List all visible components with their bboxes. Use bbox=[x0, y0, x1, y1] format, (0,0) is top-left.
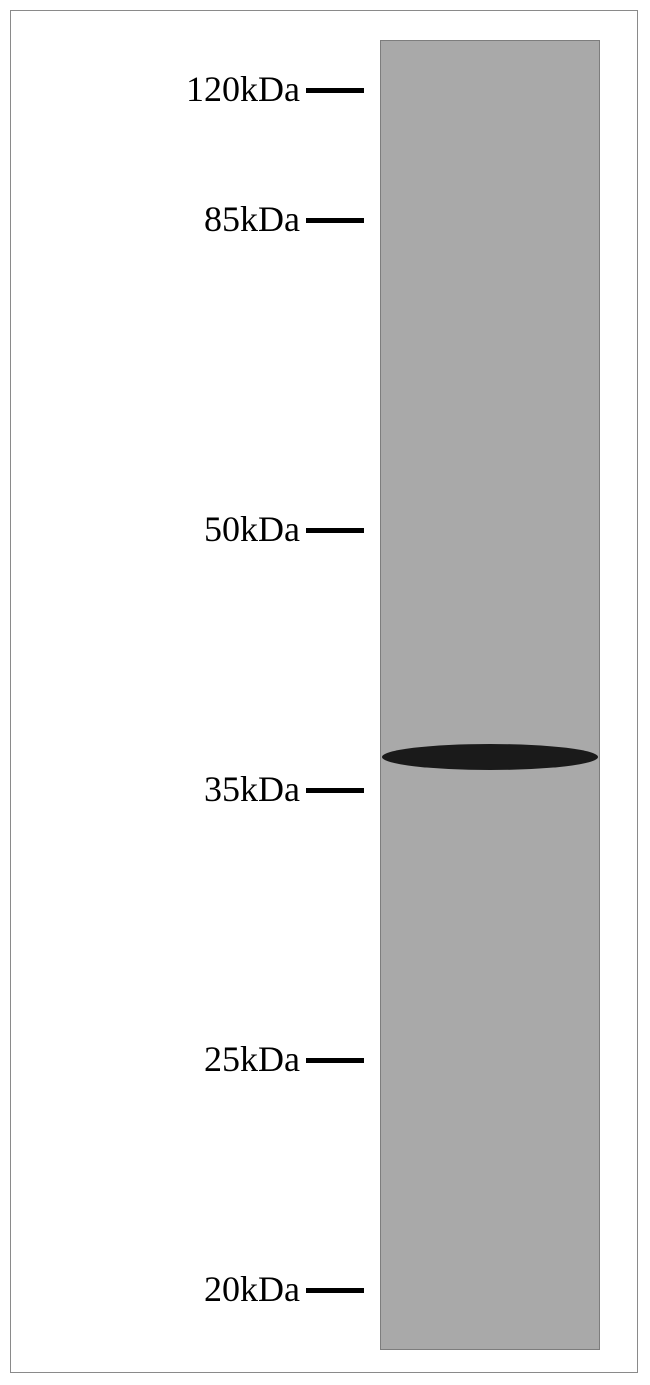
marker-label: 20kDa bbox=[204, 1268, 300, 1310]
marker-label: 25kDa bbox=[204, 1038, 300, 1080]
blot-lane bbox=[380, 40, 600, 1350]
marker-label: 50kDa bbox=[204, 508, 300, 550]
marker-tick bbox=[306, 1288, 364, 1293]
protein-band bbox=[382, 744, 598, 770]
marker-label: 120kDa bbox=[186, 68, 300, 110]
marker-label: 85kDa bbox=[204, 198, 300, 240]
marker-tick bbox=[306, 528, 364, 533]
marker-label: 35kDa bbox=[204, 768, 300, 810]
marker-tick bbox=[306, 788, 364, 793]
marker-tick bbox=[306, 1058, 364, 1063]
marker-tick bbox=[306, 88, 364, 93]
marker-tick bbox=[306, 218, 364, 223]
